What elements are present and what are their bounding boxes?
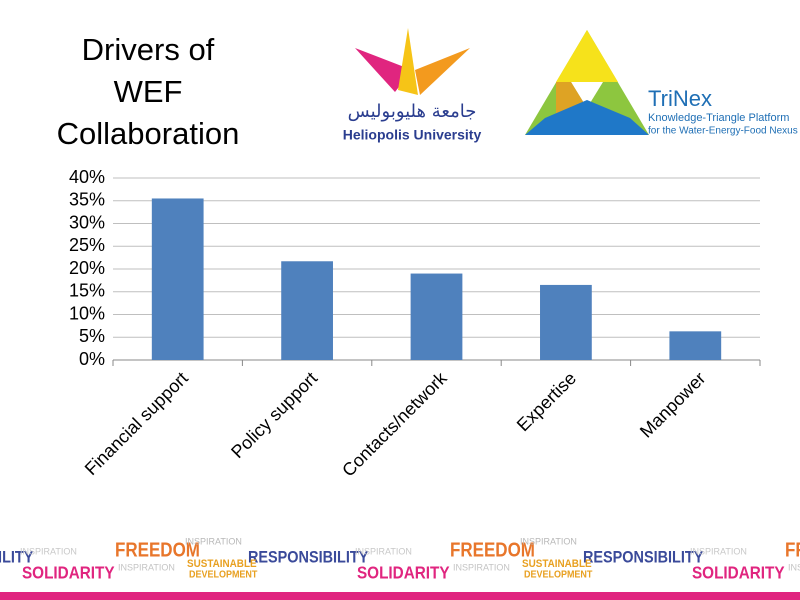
y-tick-label: 5% xyxy=(79,326,105,346)
footer-word: INSPIRATION xyxy=(690,546,747,556)
logo-arabic: جامعة هليوبوليس xyxy=(348,101,477,122)
footer-word: FREEDOM xyxy=(785,538,800,561)
footer-word: DEVELOPMENT xyxy=(524,569,593,581)
logo-shape xyxy=(355,48,412,92)
footer-word: INSPIRATION xyxy=(20,546,77,556)
logo-shape xyxy=(525,100,649,135)
logo-name: Heliopolis University xyxy=(343,127,482,143)
footer-word: SOLIDARITY xyxy=(22,563,115,583)
logo-text: for the Water-Energy-Food Nexus xyxy=(648,126,798,137)
footer-word: RESPONSIBILITY xyxy=(583,548,704,566)
footer-word: SOLIDARITY xyxy=(357,563,450,583)
footer-bar xyxy=(0,592,800,600)
y-tick-label: 10% xyxy=(69,303,105,323)
bar xyxy=(281,261,333,360)
x-tick-label: Contacts/network xyxy=(338,367,451,480)
y-tick-label: 15% xyxy=(69,281,105,301)
title-line: Collaboration xyxy=(57,116,240,151)
bar xyxy=(540,284,592,360)
footer-word: RESPONSIBILITY xyxy=(0,548,34,566)
footer-word: RESPONSIBILITY xyxy=(248,548,369,566)
title-line: WEF xyxy=(114,74,183,109)
trinex-logo: TriNex Knowledge-Triangle Platform for t… xyxy=(525,30,798,137)
logo-name: TriNex xyxy=(648,86,712,111)
y-tick-label: 40% xyxy=(69,167,105,187)
logo-shape xyxy=(415,48,470,95)
bar xyxy=(410,273,463,360)
y-tick-label: 20% xyxy=(69,258,105,278)
logo-text: Knowledge-Triangle Platform xyxy=(648,112,789,124)
footer-word: SUSTAINABLE xyxy=(522,558,592,570)
x-tick-label: Expertise xyxy=(513,368,580,435)
bar xyxy=(669,331,722,360)
footer-word: DEVELOPMENT xyxy=(189,569,258,581)
title-line: Drivers of xyxy=(82,32,215,67)
logo-shape xyxy=(571,82,603,108)
x-tick-label: Policy support xyxy=(227,368,321,462)
y-tick-label: 35% xyxy=(69,190,105,210)
logo-shape xyxy=(556,30,618,82)
y-tick-label: 30% xyxy=(69,212,105,232)
footer-word: FREEDOM xyxy=(115,538,200,561)
footer-word: INSPIRATION xyxy=(520,536,577,546)
y-tick-label: 0% xyxy=(79,349,105,369)
bar xyxy=(151,198,204,360)
footer-word: SUSTAINABLE xyxy=(187,558,257,570)
footer-word: SOLIDARITY xyxy=(692,563,785,583)
y-tick-label: 25% xyxy=(69,235,105,255)
footer-word: FREEDOM xyxy=(450,538,535,561)
footer-word: INSPIRATION xyxy=(185,536,242,546)
footer-word: INSPIRATION xyxy=(788,562,800,572)
x-tick-label: Manpower xyxy=(636,368,710,442)
x-tick-label: Financial support xyxy=(81,368,192,479)
footer-word: INSPIRATION xyxy=(453,562,510,572)
logo-shape xyxy=(398,28,418,95)
footer-word: INSPIRATION xyxy=(118,562,175,572)
footer-word: INSPIRATION xyxy=(355,546,412,556)
heliopolis-logo: جامعة هليوبوليس Heliopolis University xyxy=(343,28,482,143)
